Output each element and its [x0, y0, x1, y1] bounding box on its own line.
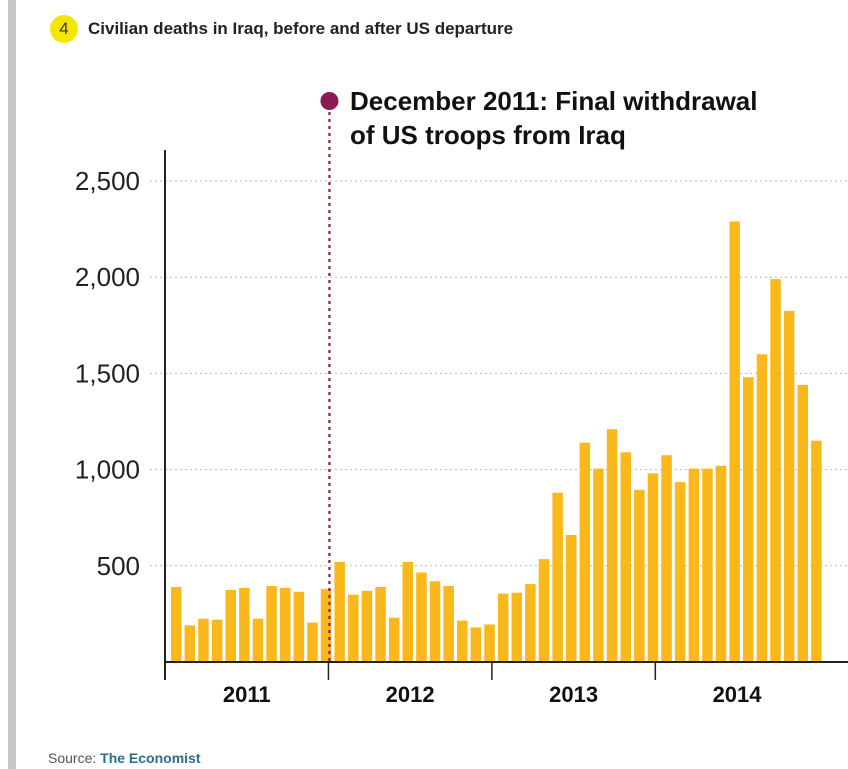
- bar: [525, 584, 536, 662]
- bar: [225, 589, 236, 662]
- bar: [252, 618, 264, 662]
- bar: [674, 482, 686, 662]
- y-tick-label: 2,000: [75, 262, 140, 292]
- bar: [443, 586, 454, 662]
- bar: [348, 594, 359, 662]
- bar: [293, 591, 305, 662]
- bar: [620, 452, 631, 662]
- source-link[interactable]: The Economist: [100, 750, 201, 766]
- source-line: Source: The Economist: [48, 750, 201, 766]
- bar: [402, 562, 413, 662]
- bar: [211, 619, 223, 662]
- bar: [280, 587, 291, 662]
- bar: [661, 455, 672, 662]
- bar: [388, 617, 400, 662]
- bar: [484, 624, 495, 662]
- bar: [457, 620, 468, 662]
- y-tick-label: 2,500: [75, 166, 140, 196]
- bar: [320, 588, 332, 662]
- bar: [552, 492, 563, 662]
- bar: [307, 622, 318, 662]
- bar: [770, 279, 781, 662]
- y-tick-label: 500: [97, 551, 140, 581]
- y-tick-label: 1,500: [75, 358, 140, 388]
- annotation-dot: [320, 92, 339, 110]
- bar: [171, 587, 182, 662]
- x-year-label: 2012: [386, 682, 435, 707]
- bar: [470, 627, 482, 662]
- x-year-label: 2014: [713, 682, 763, 707]
- x-year-label: 2013: [549, 682, 598, 707]
- chart-title: Civilian deaths in Iraq, before and afte…: [88, 19, 514, 38]
- bar: [266, 586, 277, 662]
- bar: [688, 468, 700, 662]
- bar: [797, 384, 808, 662]
- bar: [647, 473, 659, 662]
- source-label: Source:: [48, 750, 97, 766]
- bar: [743, 377, 754, 662]
- bar: [593, 468, 604, 662]
- x-year-label: 2011: [223, 682, 271, 707]
- bar: [783, 310, 795, 662]
- chart-header: 4 Civilian deaths in Iraq, before and af…: [50, 14, 513, 44]
- bar: [579, 442, 591, 662]
- bar: [429, 581, 441, 662]
- bar: [361, 590, 373, 662]
- bar: [566, 535, 577, 662]
- bar: [606, 429, 618, 662]
- bar: [184, 625, 196, 662]
- bar: [702, 468, 713, 662]
- y-tick-label: 1,000: [75, 455, 140, 485]
- left-rule: [8, 0, 16, 769]
- bar: [715, 465, 727, 662]
- bar: [334, 562, 345, 662]
- annotation-text-line1: December 2011: Final withdrawal: [350, 86, 758, 116]
- bar: [538, 559, 550, 662]
- annotation-text-line2: of US troops from Iraq: [350, 120, 626, 150]
- chart-number-badge: 4: [50, 15, 78, 43]
- bar: [511, 592, 522, 662]
- bar: [198, 618, 209, 662]
- bar: [375, 587, 386, 662]
- bar: [416, 572, 427, 662]
- bar: [729, 221, 740, 662]
- bar: [811, 440, 822, 662]
- bar: [239, 587, 250, 662]
- bar: [634, 489, 645, 662]
- bar: [497, 593, 509, 662]
- bar: [756, 354, 768, 662]
